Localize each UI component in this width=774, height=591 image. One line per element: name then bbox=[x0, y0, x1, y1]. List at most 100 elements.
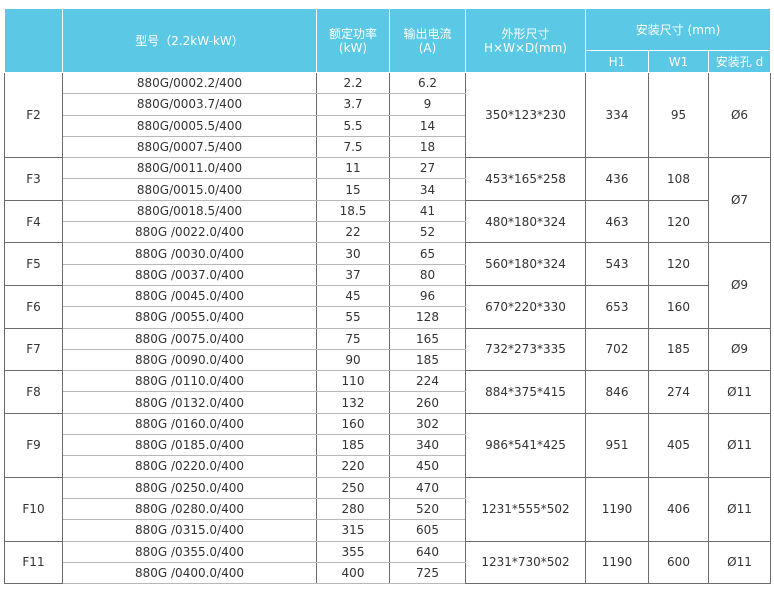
w1-cell: 406 bbox=[648, 476, 709, 542]
table-row: F4 880G/0018.5/400 18.5 41 480*180*324 463 120 bbox=[4, 199, 771, 244]
frame-size-cell: F9 bbox=[4, 412, 63, 478]
header-hole: 安装孔 d bbox=[708, 50, 771, 73]
frame-size-cell: F11 bbox=[4, 540, 63, 585]
hole-diameter-cell: Ø11 bbox=[708, 540, 771, 585]
header-rated-power: 额定功率 (kW) bbox=[316, 8, 390, 73]
table-row: F6 880G /0045.0/400 45 96 670*220*330 653 160 bbox=[4, 284, 771, 329]
rated-power-cell: 355 bbox=[316, 540, 390, 563]
table-row: F9 880G /0160.0/400 160 302 986*541*425 951 40… bbox=[4, 412, 771, 478]
output-current-cell: 80 bbox=[389, 263, 466, 286]
rated-power-cell: 11 bbox=[316, 157, 390, 180]
table-row: F2 880G/0002.2/400 2.2 6.2 350*123*230 334 95 Ø… bbox=[4, 71, 771, 159]
w1-cell: 120 bbox=[648, 242, 709, 286]
output-current-cell: 34 bbox=[389, 178, 466, 201]
rated-power-cell: 2.2 bbox=[316, 71, 390, 95]
hole-diameter-cell: Ø11 bbox=[708, 476, 771, 542]
w1-cell: 274 bbox=[648, 370, 709, 414]
model-cell: 880G /0220.0/400 bbox=[62, 455, 317, 478]
rated-power-cell: 5.5 bbox=[316, 114, 390, 137]
w1-cell: 108 bbox=[648, 157, 709, 201]
frame-size-cell: F5 bbox=[4, 242, 63, 286]
header-w1: W1 bbox=[648, 50, 709, 73]
model-cell: 880G /0355.0/400 bbox=[62, 540, 317, 563]
h1-cell: 846 bbox=[585, 370, 649, 414]
output-current-cell: 96 bbox=[389, 284, 466, 308]
rated-power-cell: 400 bbox=[316, 561, 390, 585]
dimensions-cell: 350*123*230 bbox=[465, 71, 586, 159]
table-row: F3 880G/0011.0/400 11 27 453*165*258 436 108 Ø7 bbox=[4, 157, 771, 244]
table-row: F10 880G /0250.0/400 250 470 1231*555*502 119… bbox=[4, 476, 771, 542]
rated-power-cell: 22 bbox=[316, 221, 390, 244]
table-row: 880G /0132.0/400 132 260 bbox=[5, 391, 771, 414]
output-current-cell: 340 bbox=[389, 434, 466, 457]
table-row: 880G /0090.0/400 90 185 bbox=[5, 348, 771, 372]
model-cell: 880G/0003.7/400 bbox=[62, 93, 317, 116]
hole-diameter-cell: Ø7 bbox=[708, 157, 771, 244]
rated-power-cell: 30 bbox=[316, 242, 390, 265]
hole-diameter-cell: Ø11 bbox=[708, 370, 771, 414]
table-row: 880G /0220.0/400 220 450 bbox=[5, 455, 771, 478]
header-dimensions: 外形尺寸 H×W×D(mm) bbox=[465, 8, 586, 73]
frame-size-cell: F8 bbox=[4, 370, 63, 414]
table-row: 880G /0280.0/400 280 520 bbox=[5, 497, 771, 521]
drive-spec-table: 型号（2.2kW-kW） 额定功率 (kW) 输出电流 (A) 外形尺寸 H×W… bbox=[4, 8, 771, 585]
model-cell: 880G/0002.2/400 bbox=[62, 71, 317, 95]
model-cell: 880G/0018.5/400 bbox=[62, 199, 317, 223]
rated-power-cell: 75 bbox=[316, 327, 390, 350]
table-row: 880G /0037.0/400 37 80 bbox=[5, 263, 771, 286]
rated-power-cell: 160 bbox=[316, 412, 390, 436]
model-cell: 880G /0022.0/400 bbox=[62, 221, 317, 244]
h1-cell: 1190 bbox=[585, 540, 649, 585]
model-cell: 880G /0132.0/400 bbox=[62, 391, 317, 414]
table-row: F11 880G /0355.0/400 355 640 1231*730*502 119… bbox=[4, 540, 771, 585]
output-current-cell: 165 bbox=[389, 327, 466, 350]
rated-power-cell: 132 bbox=[316, 391, 390, 414]
output-current-cell: 450 bbox=[389, 455, 466, 478]
rated-power-cell: 3.7 bbox=[316, 93, 390, 116]
table-row: F5 880G /0030.0/400 30 65 560*180*324 543 120 Ø… bbox=[4, 242, 771, 329]
rated-power-cell: 37 bbox=[316, 263, 390, 286]
header-rated-power-line2: (kW) bbox=[338, 40, 368, 55]
model-cell: 880G /0315.0/400 bbox=[62, 519, 317, 542]
table-row: 880G/0015.0/400 15 34 bbox=[5, 178, 771, 201]
rated-power-cell: 250 bbox=[316, 476, 390, 499]
hole-diameter-cell: Ø9 bbox=[708, 242, 771, 329]
h1-cell: 436 bbox=[585, 157, 649, 201]
rated-power-cell: 280 bbox=[316, 497, 390, 521]
output-current-cell: 224 bbox=[389, 370, 466, 393]
rated-power-cell: 90 bbox=[316, 348, 390, 372]
header-output-current-line2: (A) bbox=[418, 40, 437, 55]
model-cell: 880G/0011.0/400 bbox=[62, 157, 317, 180]
table-row: 880G /0185.0/400 185 340 bbox=[5, 434, 771, 457]
table-row: F7 880G /0075.0/400 75 165 732*273*335 702 185… bbox=[4, 327, 771, 372]
rated-power-cell: 220 bbox=[316, 455, 390, 478]
table-header: 型号（2.2kW-kW） 额定功率 (kW) 输出电流 (A) 外形尺寸 H×W… bbox=[4, 8, 771, 73]
model-cell: 880G/0007.5/400 bbox=[62, 135, 317, 159]
output-current-cell: 6.2 bbox=[389, 71, 466, 95]
header-rated-power-line1: 额定功率 bbox=[328, 26, 377, 41]
h1-cell: 334 bbox=[585, 71, 649, 159]
dimensions-cell: 884*375*415 bbox=[465, 370, 586, 414]
output-current-cell: 9 bbox=[389, 93, 466, 116]
model-cell: 880G/0005.5/400 bbox=[62, 114, 317, 137]
w1-cell: 600 bbox=[648, 540, 709, 585]
rated-power-cell: 45 bbox=[316, 284, 390, 308]
table-row: F8 880G /0110.0/400 110 224 884*375*415 846 27… bbox=[4, 370, 771, 414]
frame-size-cell: F7 bbox=[4, 327, 63, 372]
model-cell: 880G /0037.0/400 bbox=[62, 263, 317, 286]
header-dimensions-line2: H×W×D(mm) bbox=[484, 40, 567, 55]
dimensions-cell: 560*180*324 bbox=[465, 242, 586, 286]
model-cell: 880G /0075.0/400 bbox=[62, 327, 317, 350]
dimensions-cell: 986*541*425 bbox=[465, 412, 586, 478]
output-current-cell: 260 bbox=[389, 391, 466, 414]
output-current-cell: 520 bbox=[389, 497, 466, 521]
header-dimensions-line1: 外形尺寸 bbox=[501, 26, 550, 41]
h1-cell: 653 bbox=[585, 284, 649, 329]
w1-cell: 185 bbox=[648, 327, 709, 372]
dimensions-cell: 1231*730*502 bbox=[465, 540, 586, 585]
model-cell: 880G /0090.0/400 bbox=[62, 348, 317, 372]
h1-cell: 951 bbox=[585, 412, 649, 478]
hole-diameter-cell: Ø11 bbox=[708, 412, 771, 478]
h1-cell: 1190 bbox=[585, 476, 649, 542]
table-row: 880G /0400.0/400 400 725 bbox=[5, 561, 771, 585]
